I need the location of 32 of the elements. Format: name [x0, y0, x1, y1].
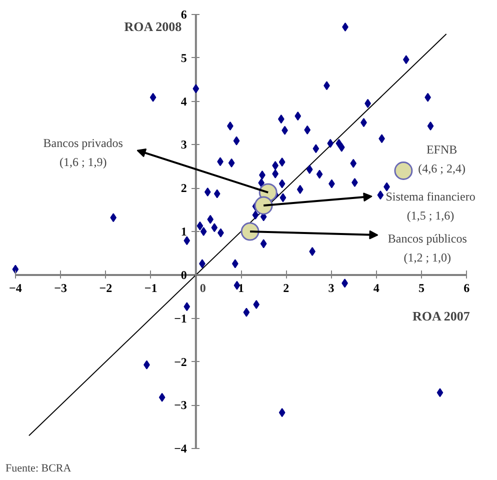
x-axis-title: ROA 2007 [412, 308, 470, 324]
x-tick-label: 5 [418, 280, 424, 295]
y-tick-label: 1 [180, 224, 187, 239]
source-note: Fuente: BCRA [6, 462, 72, 474]
y-tick-label: 4 [180, 94, 187, 108]
y-tick-label: −3 [174, 398, 187, 412]
y-tick-label: 0 [180, 268, 187, 282]
x-tick-label: 3 [328, 280, 334, 295]
annotation: EFNB (4,6 ; 2,4) [418, 142, 466, 176]
point [240, 222, 260, 241]
x-tick-label: 2 [283, 280, 290, 295]
x-tick-label: 6 [464, 280, 470, 295]
x-tick-label: 1 [238, 280, 244, 295]
x-tick-label: −2 [99, 280, 112, 295]
y-tick-label: 5 [180, 50, 187, 65]
y-tick-label: 3 [180, 138, 187, 152]
y-tick-label: 6 [180, 7, 187, 22]
annotation: Bancos privados (1,6 ; 1,9) [43, 136, 124, 169]
x-tick-label: 4 [373, 280, 380, 295]
annotation: Bancos públicos (1,2 ; 1,0) [388, 232, 468, 264]
point [254, 196, 273, 215]
x-tick-label: −4 [9, 280, 22, 295]
x-tick-label: 0 [200, 280, 206, 295]
y-axis-title: ROA 2008 [124, 18, 182, 34]
y-tick-label: −2 [174, 354, 187, 369]
annotation: Sistema financiero (1,5 ; 1,6) [386, 189, 476, 222]
x-tick-label: −1 [144, 280, 158, 295]
y-tick-label: −4 [174, 442, 187, 456]
point [394, 162, 413, 180]
y-tick-label: 2 [180, 181, 187, 196]
y-tick-label: −1 [174, 311, 187, 326]
x-tick-label: −3 [54, 280, 67, 295]
